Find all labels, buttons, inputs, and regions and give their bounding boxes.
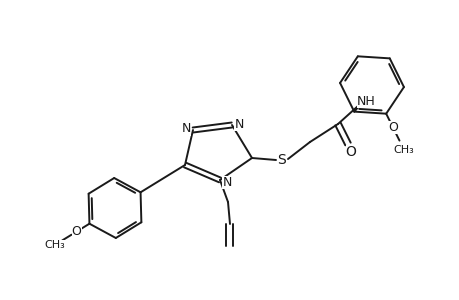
Text: NH: NH xyxy=(356,94,375,107)
Text: N: N xyxy=(222,176,231,188)
Text: O: O xyxy=(345,145,356,159)
Text: O: O xyxy=(387,121,397,134)
Text: N: N xyxy=(181,122,190,136)
Text: S: S xyxy=(277,153,286,167)
Text: O: O xyxy=(72,225,81,238)
Text: CH₃: CH₃ xyxy=(393,145,414,154)
Text: N: N xyxy=(234,118,243,130)
Text: CH₃: CH₃ xyxy=(44,240,65,250)
